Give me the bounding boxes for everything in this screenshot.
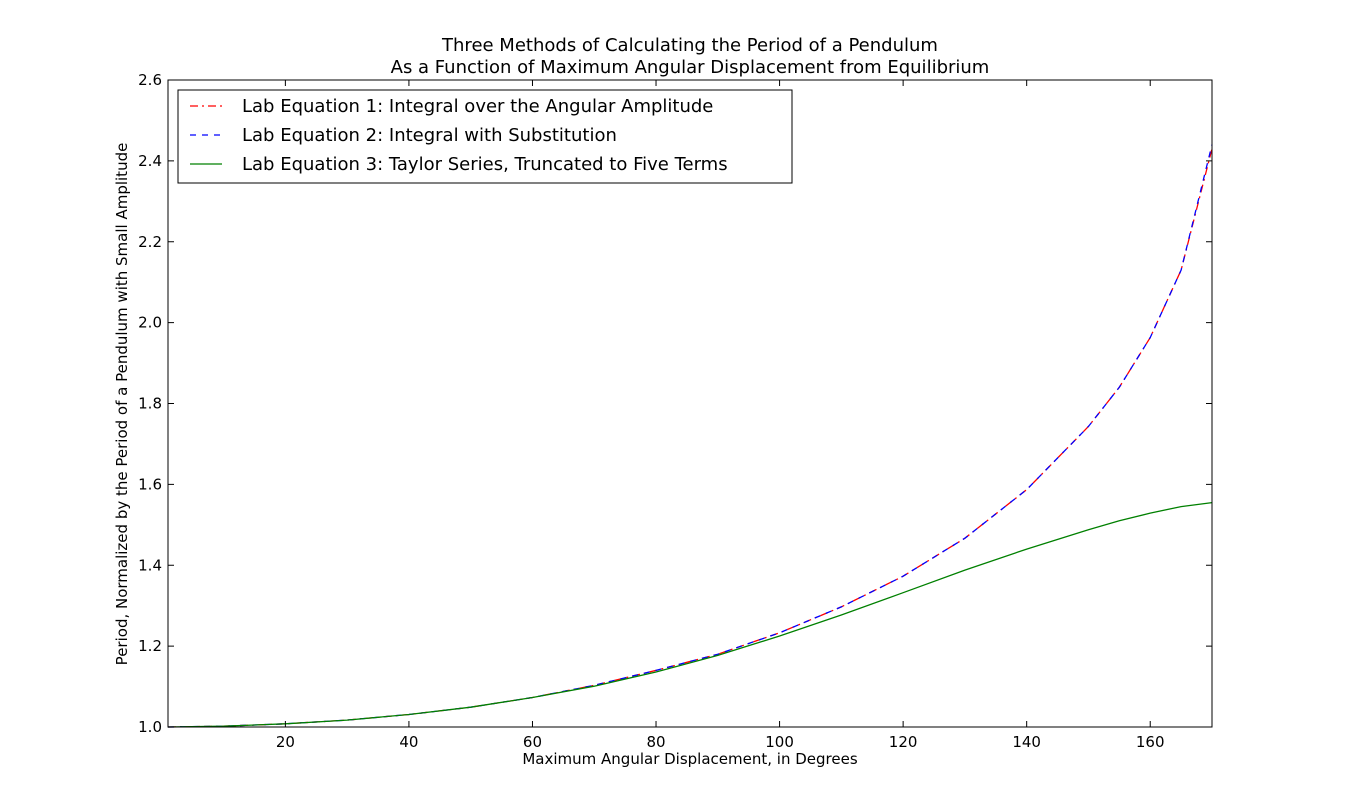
series-line-2 bbox=[167, 144, 1213, 728]
chart-title: Three Methods of Calculating the Period … bbox=[441, 35, 938, 56]
y-tick-label: 1.6 bbox=[138, 475, 162, 493]
y-tick-label: 2.6 bbox=[138, 71, 162, 89]
legend: Lab Equation 1: Integral over the Angula… bbox=[177, 89, 793, 184]
x-tick-label: 40 bbox=[399, 733, 418, 751]
x-tick-label: 20 bbox=[276, 733, 295, 751]
plot-area: 20 40 60 80 100 120 140 160 1.0 1.2 1.4 1.6 1.8 2.0 2… bbox=[138, 71, 1213, 751]
series-line-1 bbox=[167, 148, 1213, 728]
series-line-3 bbox=[167, 501, 1213, 728]
x-axis-ticks: 20 40 60 80 100 120 140 160 bbox=[276, 80, 1165, 751]
y-tick-label: 1.4 bbox=[138, 556, 162, 574]
legend-items: Lab Equation 1: Integral over the Angula… bbox=[190, 96, 728, 175]
series-layer bbox=[167, 144, 1213, 728]
y-tick-label: 1.0 bbox=[138, 718, 162, 736]
legend-label-1: Lab Equation 1: Integral over the Angula… bbox=[242, 96, 713, 117]
legend-label-2: Lab Equation 2: Integral with Substituti… bbox=[242, 125, 617, 146]
x-tick-label: 120 bbox=[889, 733, 918, 751]
y-tick-label: 2.0 bbox=[138, 314, 162, 332]
y-axis-ticks: 1.0 1.2 1.4 1.6 1.8 2.0 2.2 2.4 2.6 bbox=[138, 71, 1212, 736]
x-axis-label: Maximum Angular Displacement, in Degrees bbox=[522, 750, 857, 768]
chart-subtitle: As a Function of Maximum Angular Displac… bbox=[391, 57, 990, 78]
y-tick-label: 2.2 bbox=[138, 233, 162, 251]
legend-label-3: Lab Equation 3: Taylor Series, Truncated… bbox=[242, 154, 728, 175]
x-tick-label: 160 bbox=[1136, 733, 1165, 751]
y-tick-label: 1.8 bbox=[138, 395, 162, 413]
legend-box bbox=[177, 89, 793, 184]
y-tick-label: 2.4 bbox=[138, 152, 162, 170]
y-axis-label: Period, Normalized by the Period of a Pe… bbox=[113, 143, 131, 666]
x-tick-label: 100 bbox=[765, 733, 794, 751]
y-tick-label: 1.2 bbox=[138, 637, 162, 655]
x-tick-label: 60 bbox=[523, 733, 542, 751]
x-tick-label: 140 bbox=[1012, 733, 1041, 751]
x-tick-label: 80 bbox=[646, 733, 665, 751]
